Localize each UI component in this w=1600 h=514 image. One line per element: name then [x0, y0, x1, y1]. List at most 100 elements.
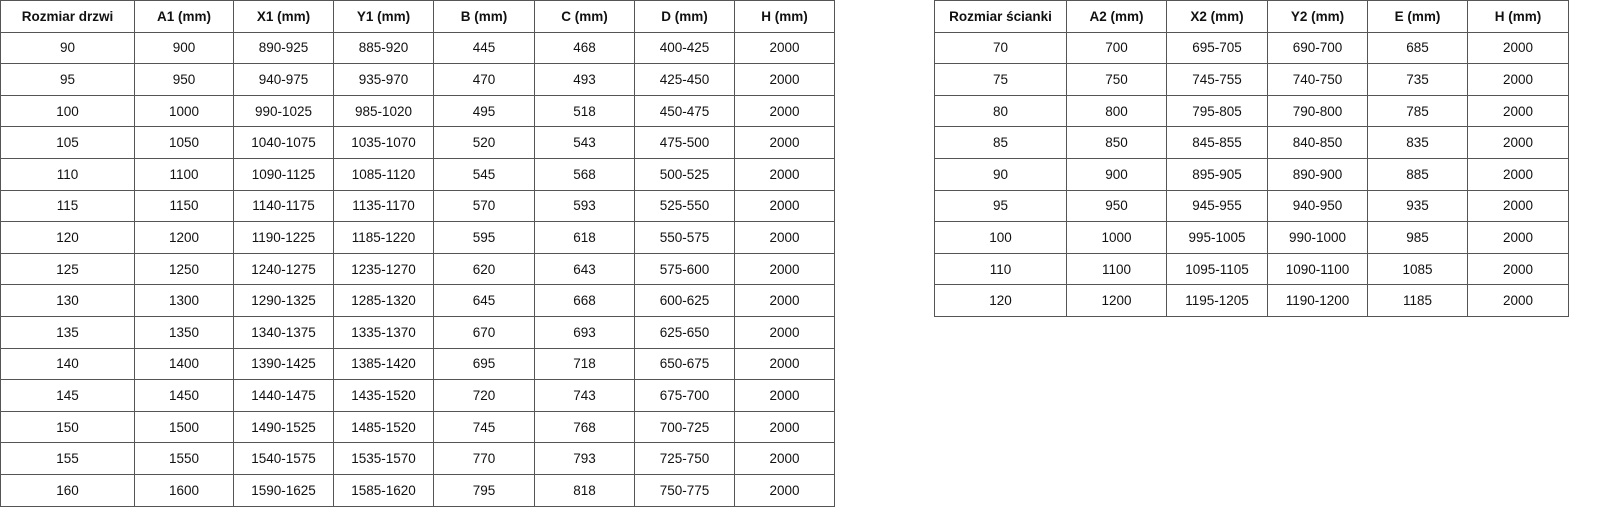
column-header: X1 (mm)	[233, 0, 334, 33]
table-cell: 720	[433, 379, 535, 412]
table-cell: 140	[0, 347, 135, 381]
table-cell: 475-500	[634, 126, 735, 159]
table-cell: 2000	[734, 221, 835, 254]
table-cell: 745-755	[1166, 63, 1268, 96]
table-cell: 70	[934, 31, 1067, 65]
table-row: 110 1100 1095-1105 1090-1100 1085 2000	[934, 252, 1569, 286]
table-cell: 545	[433, 157, 535, 191]
table-cell: 1590-1625	[233, 473, 334, 507]
table-cell: 750	[1066, 63, 1167, 96]
table-header-row: Rozmiar drzwi A1 (mm) X1 (mm) Y1 (mm) B (mm)…	[0, 0, 835, 33]
table-cell: 2000	[734, 189, 835, 223]
table-cell: 985	[1367, 221, 1468, 254]
table-cell: 2000	[1467, 157, 1569, 191]
table-cell: 1335-1370	[333, 315, 434, 349]
table-row: 100 1000 995-1005 990-1000 985 2000	[934, 221, 1569, 254]
table-cell: 625-650	[634, 315, 735, 349]
table-cell: 155	[0, 442, 135, 475]
table-cell: 1185-1220	[333, 221, 434, 254]
table-cell: 600-625	[634, 284, 735, 317]
table-cell: 120	[0, 221, 135, 254]
table-cell: 1385-1420	[333, 347, 434, 381]
table-cell: 1600	[134, 473, 234, 507]
table-cell: 2000	[734, 473, 835, 507]
table-cell: 750-775	[634, 473, 735, 507]
table-row: 90 900 895-905 890-900 885 2000	[934, 157, 1569, 191]
table-cell: 1285-1320	[333, 284, 434, 317]
table-cell: 1535-1570	[333, 442, 434, 475]
table-cell: 890-925	[233, 31, 334, 65]
table-cell: 525-550	[634, 189, 735, 223]
table-cell: 650-675	[634, 347, 735, 381]
table-cell: 990-1025	[233, 94, 334, 128]
table-row: 140 1400 1390-1425 1385-1420 695 718 650-675 20…	[0, 347, 835, 381]
table-cell: 795	[433, 473, 535, 507]
table-cell: 850	[1066, 126, 1167, 159]
table-cell: 675-700	[634, 379, 735, 412]
column-header: A2 (mm)	[1066, 0, 1167, 33]
table-row: 75 750 745-755 740-750 735 2000	[934, 63, 1569, 96]
table-row: 80 800 795-805 790-800 785 2000	[934, 94, 1569, 128]
table-cell: 150	[0, 410, 135, 444]
column-header: C (mm)	[534, 0, 635, 33]
table-cell: 900	[134, 31, 234, 65]
table-row: 110 1100 1090-1125 1085-1120 545 568 500-525 20…	[0, 157, 835, 191]
column-header: D (mm)	[634, 0, 735, 33]
door-size-table: Rozmiar drzwi A1 (mm) X1 (mm) Y1 (mm) B (mm)…	[0, 0, 835, 507]
table-cell: 90	[0, 31, 135, 65]
table-row: 100 1000 990-1025 985-1020 495 518 450-475 2000	[0, 94, 835, 128]
table-cell: 1085-1120	[333, 157, 434, 191]
table-cell: 2000	[1467, 63, 1569, 96]
table-cell: 770	[433, 442, 535, 475]
table-cell: 1000	[134, 94, 234, 128]
table-cell: 1090-1100	[1267, 252, 1368, 286]
table-cell: 1190-1225	[233, 221, 334, 254]
table-cell: 1000	[1066, 221, 1167, 254]
column-header: H (mm)	[1467, 0, 1569, 33]
table-cell: 90	[934, 157, 1067, 191]
table-cell: 125	[0, 252, 135, 286]
table-cell: 550-575	[634, 221, 735, 254]
table-cell: 1195-1205	[1166, 284, 1268, 317]
table-cell: 1290-1325	[233, 284, 334, 317]
table-cell: 95	[0, 63, 135, 96]
table-cell: 2000	[1467, 94, 1569, 128]
table-cell: 985-1020	[333, 94, 434, 128]
table-cell: 950	[1066, 189, 1167, 223]
table-cell: 570	[433, 189, 535, 223]
column-header: E (mm)	[1367, 0, 1468, 33]
table-cell: 895-905	[1166, 157, 1268, 191]
table-cell: 1540-1575	[233, 442, 334, 475]
table-cell: 1340-1375	[233, 315, 334, 349]
table-cell: 725-750	[634, 442, 735, 475]
table-cell: 1240-1275	[233, 252, 334, 286]
table-cell: 743	[534, 379, 635, 412]
table-cell: 2000	[734, 31, 835, 65]
table-cell: 1250	[134, 252, 234, 286]
table-cell: 995-1005	[1166, 221, 1268, 254]
table-row: 95 950 945-955 940-950 935 2000	[934, 189, 1569, 223]
column-header: H (mm)	[734, 0, 835, 33]
table-cell: 593	[534, 189, 635, 223]
table-cell: 645	[433, 284, 535, 317]
column-header: B (mm)	[433, 0, 535, 33]
column-header: X2 (mm)	[1166, 0, 1268, 33]
table-row: 95 950 940-975 935-970 470 493 425-450 2000	[0, 63, 835, 96]
wall-size-table: Rozmiar ścianki A2 (mm) X2 (mm) Y2 (mm) E (m…	[934, 0, 1569, 317]
table-cell: 950	[134, 63, 234, 96]
table-cell: 695-705	[1166, 31, 1268, 65]
table-cell: 445	[433, 31, 535, 65]
table-cell: 1090-1125	[233, 157, 334, 191]
table-cell: 595	[433, 221, 535, 254]
table-cell: 795-805	[1166, 94, 1268, 128]
table-cell: 818	[534, 473, 635, 507]
table-row: 120 1200 1195-1205 1190-1200 1185 2000	[934, 284, 1569, 317]
table-cell: 1585-1620	[333, 473, 434, 507]
table-cell: 2000	[734, 410, 835, 444]
table-row: 120 1200 1190-1225 1185-1220 595 618 550-575 20…	[0, 221, 835, 254]
table-cell: 568	[534, 157, 635, 191]
table-cell: 670	[433, 315, 535, 349]
table-row: 115 1150 1140-1175 1135-1170 570 593 525-550 20…	[0, 189, 835, 223]
table-cell: 643	[534, 252, 635, 286]
table-cell: 718	[534, 347, 635, 381]
